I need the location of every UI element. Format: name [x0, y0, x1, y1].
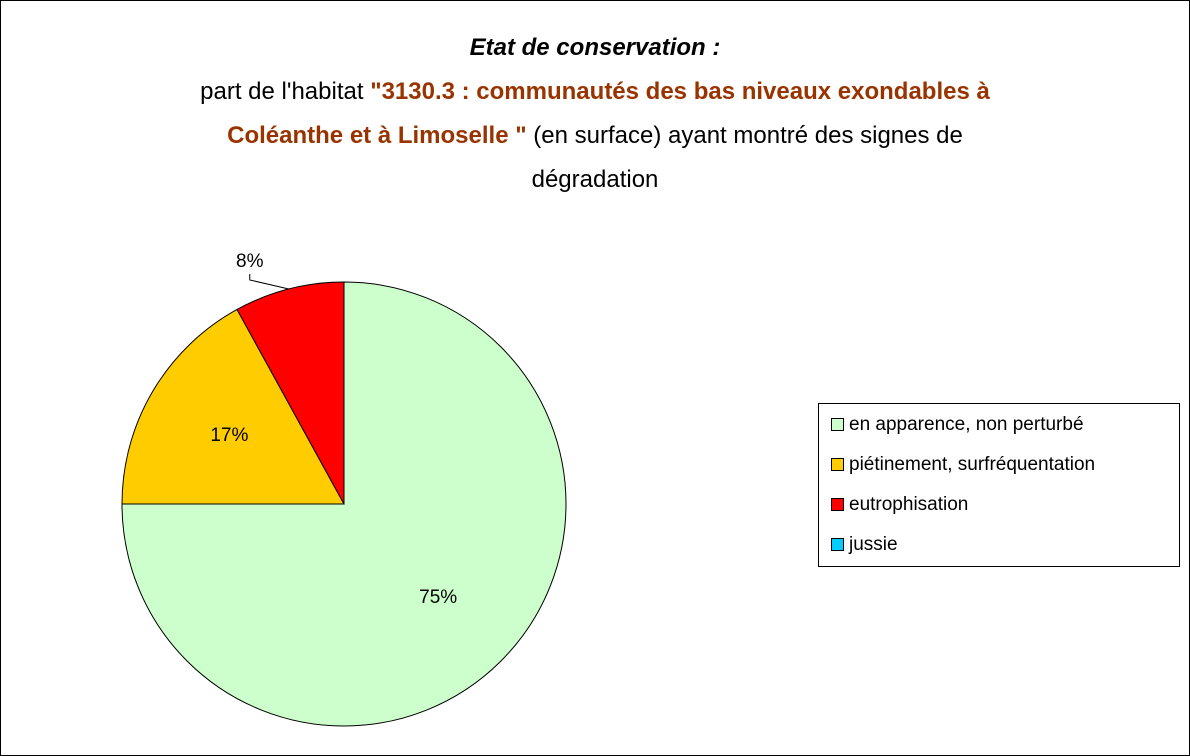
legend-swatch — [831, 538, 844, 551]
title-habitat: "3130.3 : communautés des bas niveaux ex… — [227, 78, 990, 149]
chart-title: Etat de conservation : part de l'habitat … — [165, 26, 1025, 202]
data-label: 17% — [210, 425, 248, 446]
legend-label: jussie — [848, 534, 898, 555]
legend-box — [818, 403, 1180, 567]
legend-label: piétinement, surfréquentation — [849, 454, 1095, 475]
pie-slice — [121, 308, 345, 505]
title-part: part de l'habitat — [200, 78, 364, 105]
data-label: 75% — [419, 587, 457, 608]
legend-label: en apparence, non perturbé — [849, 414, 1084, 435]
pie-slice — [121, 281, 567, 727]
data-label: 8% — [236, 251, 264, 272]
legend-swatch — [831, 458, 844, 471]
legend-swatch — [831, 418, 844, 431]
leader-line — [249, 273, 289, 290]
legend-label: eutrophisation — [849, 494, 968, 515]
title-line: Etat de conservation : — [469, 34, 721, 61]
legend-swatch — [831, 498, 844, 511]
pie-slice — [236, 281, 345, 505]
title-part: (en surface) ayant montré des signes de … — [531, 122, 963, 193]
